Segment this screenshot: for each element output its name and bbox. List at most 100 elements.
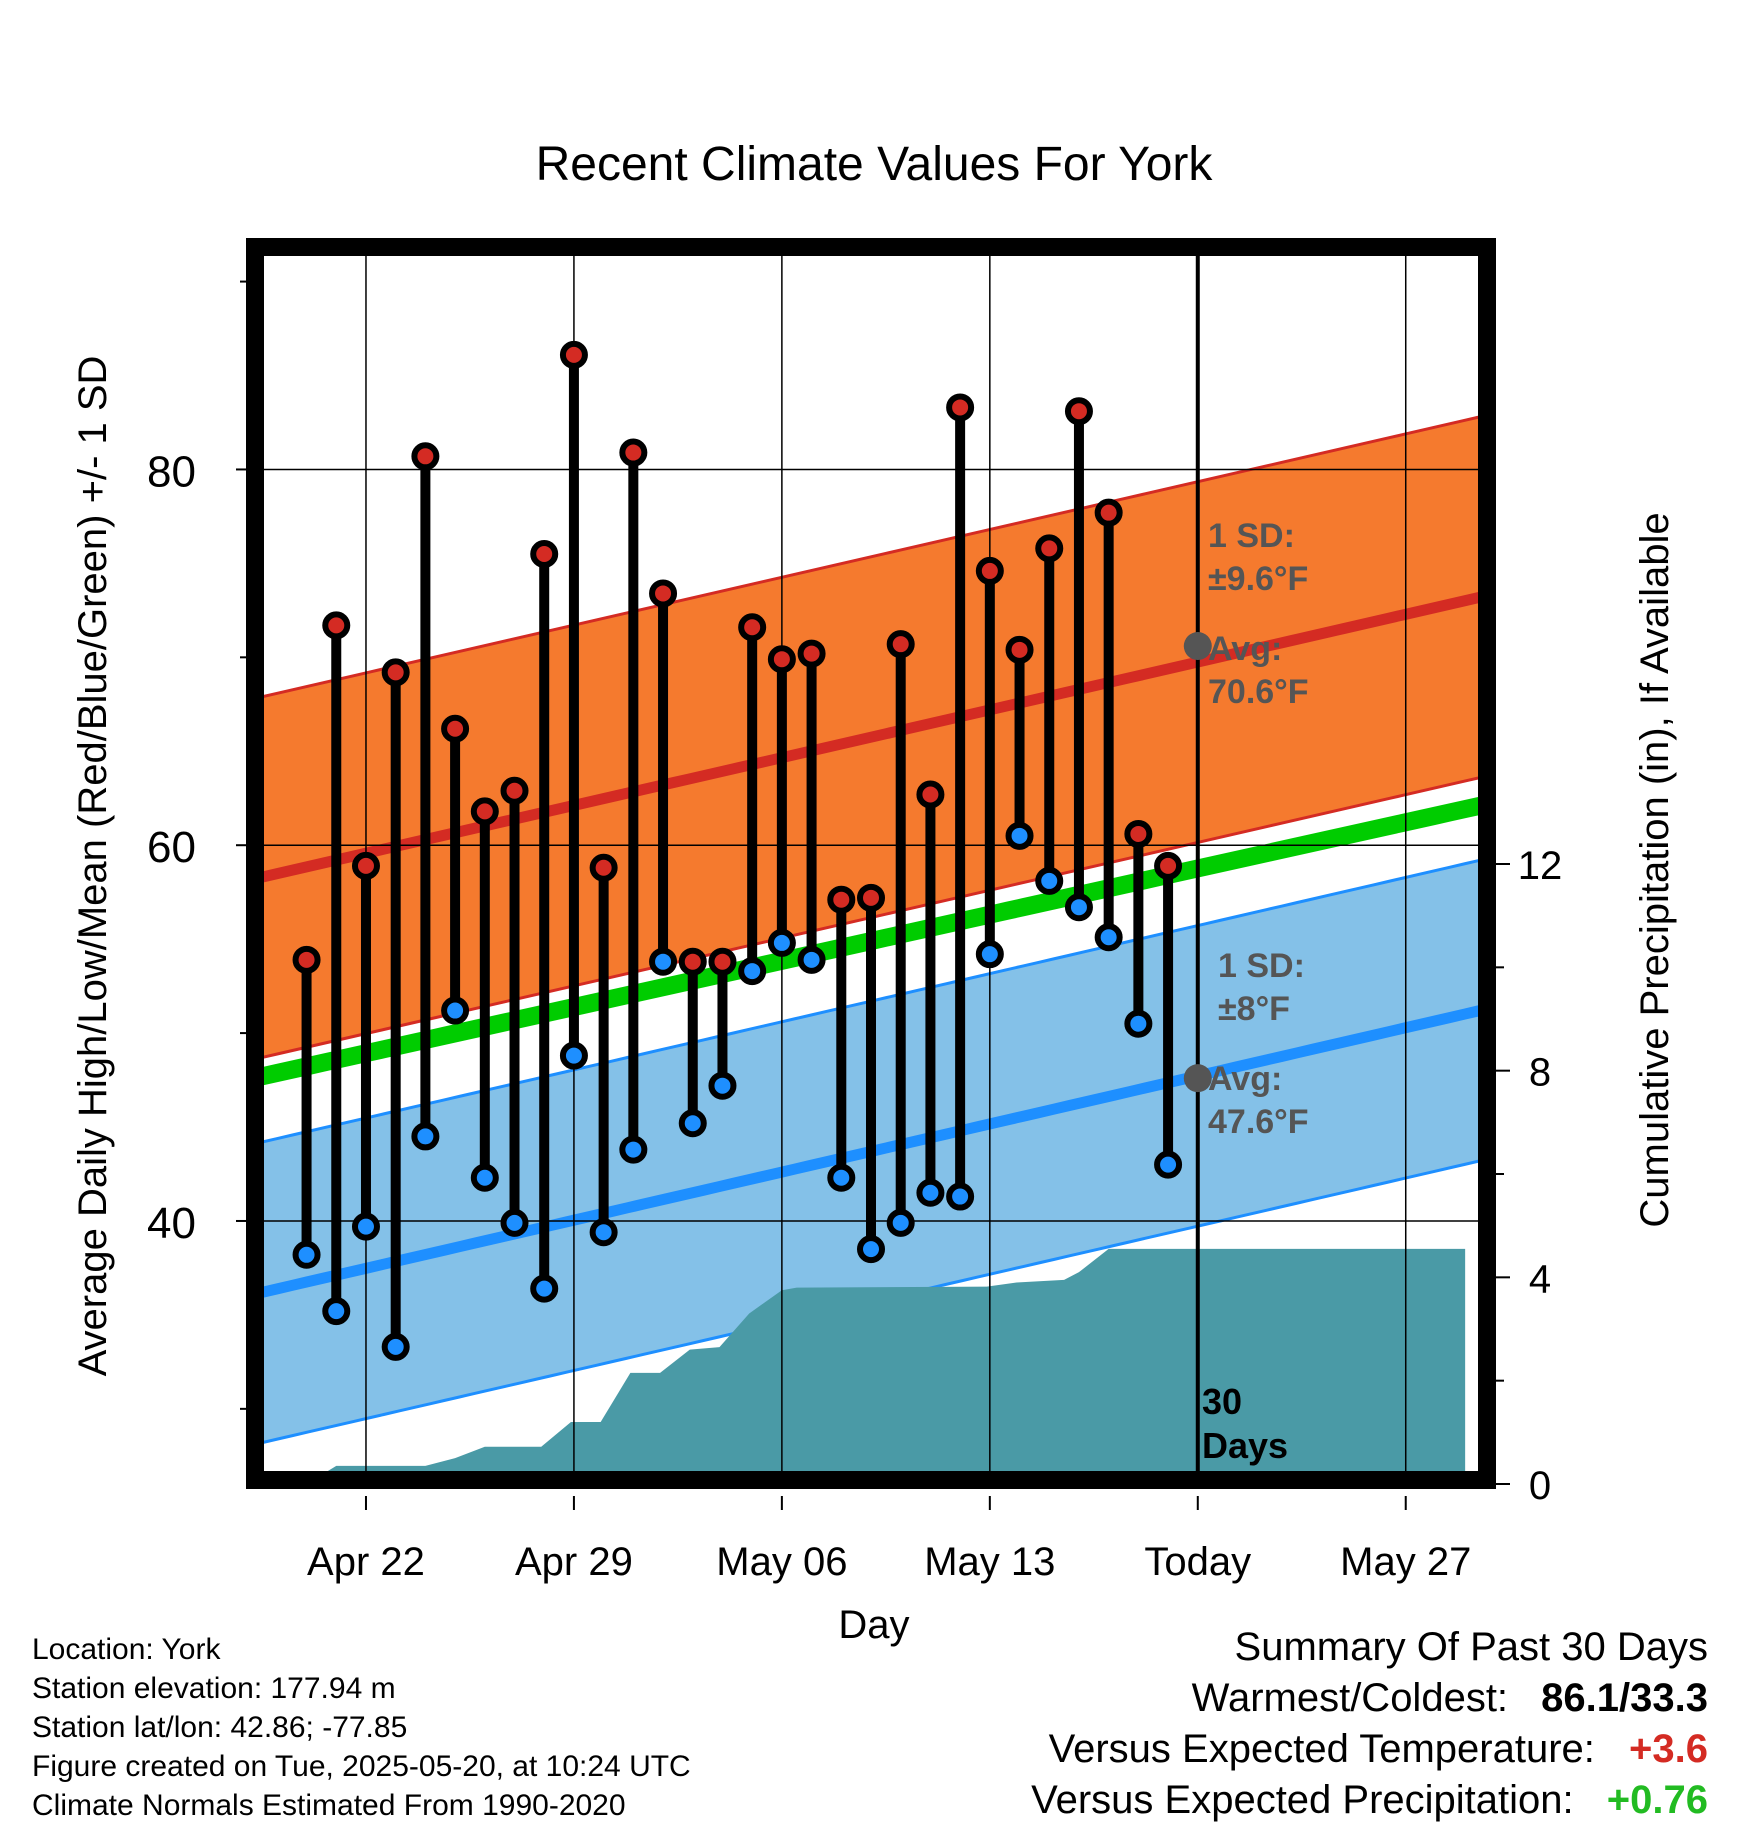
chart-title: Recent Climate Values For York: [536, 138, 1214, 191]
low-temp-point: [441, 996, 470, 1025]
y-tick-label: 40: [147, 1199, 196, 1248]
high-temp-point: [649, 579, 678, 608]
low-temp-point: [857, 1235, 885, 1264]
high-temp-point: [1005, 635, 1034, 664]
precip-label: Versus Expected Precipitation:: [1031, 1778, 1574, 1822]
location-text: Location: York: [32, 1633, 221, 1666]
low-temp-point: [351, 1212, 380, 1241]
high-temp-point: [589, 853, 618, 882]
high-temp-point: [827, 885, 856, 914]
x-axis-label: Day: [838, 1603, 909, 1647]
x-tick-label: Apr 29: [515, 1540, 633, 1584]
low-temp-point: [975, 940, 1004, 969]
low-temp-point: [916, 1178, 945, 1207]
plot-frame: [246, 238, 1496, 1489]
low-temp-point: [946, 1182, 975, 1211]
y2-tick-label: 0: [1529, 1464, 1551, 1508]
high-temp-point: [322, 611, 351, 640]
high-temp-point: [530, 540, 559, 568]
x-tick-label: Apr 22: [307, 1540, 425, 1584]
low-temp-point: [292, 1240, 321, 1269]
summary-warmest-row: Warmest/Coldest: 86.1/33.3: [1031, 1673, 1708, 1724]
latlon-text: Station lat/lon: 42.86; -77.85: [32, 1711, 408, 1744]
station-info: Location: York Station elevation: 177.94…: [32, 1630, 691, 1825]
high-temp-point: [886, 630, 915, 659]
low-temp-point: [1035, 866, 1064, 895]
high-temp-point: [381, 658, 410, 687]
summary-temp-row: Versus Expected Temperature: +3.6: [1031, 1724, 1708, 1775]
days-label-text: Days: [1202, 1425, 1288, 1466]
normals-text: Climate Normals Estimated From 1990-2020: [32, 1789, 626, 1822]
y2-tick-label: 12: [1518, 844, 1563, 888]
high-temp-point: [1064, 397, 1093, 426]
x-tick-label: May 13: [924, 1540, 1055, 1584]
low-temp-point: [470, 1163, 499, 1192]
high-temp-point: [292, 945, 321, 974]
low-temp-point: [678, 1109, 707, 1138]
high-temp-point: [1035, 534, 1064, 563]
precip-area: [306, 1248, 1466, 1484]
low-temp-point: [619, 1135, 648, 1164]
y-axis-label: Average Daily High/Low/Mean (Red/Blue/Gr…: [71, 356, 115, 1377]
high-temp-point: [559, 340, 588, 369]
y-tick-label: 80: [147, 447, 196, 496]
y2-tick-label: 8: [1529, 1051, 1551, 1095]
low-temp-point: [738, 957, 767, 986]
low-temp-point: [827, 1163, 856, 1192]
high-temp-point: [619, 438, 648, 467]
low-temp-point: [1124, 1009, 1153, 1038]
low-sd-title: 1 SD:: [1218, 947, 1305, 985]
low-temp-point: [322, 1297, 351, 1326]
low-temp-point: [1094, 923, 1123, 952]
high-avg-value: 70.6°F: [1208, 673, 1309, 711]
high-temp-point: [1094, 498, 1123, 527]
high-temp-point: [738, 613, 767, 642]
low-temp-point: [1005, 821, 1034, 850]
elevation-text: Station elevation: 177.94 m: [32, 1672, 396, 1705]
y-tick-label: 60: [147, 823, 196, 872]
precip-value: +0.76: [1606, 1778, 1708, 1822]
low-temp-point: [767, 928, 796, 957]
high-temp-point: [708, 947, 737, 976]
y2-axis-label: Cumulative Precipitation (in), If Availa…: [1633, 512, 1677, 1227]
warmest-label: Warmest/Coldest:: [1191, 1676, 1509, 1720]
x-tick-label: May 06: [716, 1540, 847, 1584]
temp-label: Versus Expected Temperature:: [1048, 1727, 1595, 1771]
low-temp-point: [411, 1122, 440, 1151]
low-avg-value: 47.6°F: [1208, 1103, 1309, 1141]
low-temp-point: [649, 947, 678, 976]
high-temp-point: [1124, 819, 1153, 848]
low-temp-point: [797, 945, 826, 974]
low-temp-point: [381, 1332, 410, 1361]
low-temp-point: [708, 1071, 737, 1100]
high-sd-title: 1 SD:: [1208, 517, 1295, 555]
high-temp-point: [500, 776, 529, 805]
high-avg-marker: [1183, 632, 1212, 661]
high-temp-point: [797, 639, 826, 668]
normal-high-line: [262, 591, 1480, 883]
high-temp-point: [975, 556, 1004, 585]
high-temp-point: [441, 714, 470, 743]
days-label-number: 30: [1202, 1381, 1242, 1422]
temp-value: +3.6: [1629, 1727, 1708, 1771]
low-temp-point: [589, 1218, 618, 1247]
high-temp-point: [470, 797, 499, 826]
high-temp-point: [916, 780, 945, 809]
high-temp-point: [946, 393, 975, 422]
high-temp-point: [411, 442, 440, 471]
low-avg-marker: [1183, 1064, 1212, 1093]
created-text: Figure created on Tue, 2025-05-20, at 10…: [32, 1750, 691, 1783]
x-tick-label: Today: [1144, 1540, 1251, 1584]
low-temp-point: [1154, 1150, 1183, 1179]
high-temp-point: [351, 851, 380, 880]
low-temp-point: [530, 1274, 559, 1303]
summary-precip-row: Versus Expected Precipitation: +0.76: [1031, 1775, 1708, 1826]
y2-tick-label: 4: [1529, 1257, 1551, 1301]
summary-title: Summary Of Past 30 Days: [1234, 1625, 1708, 1669]
high-temp-point: [767, 645, 796, 674]
low-avg-title: Avg:: [1208, 1060, 1282, 1098]
high-temp-point: [857, 883, 885, 912]
low-temp-point: [500, 1208, 529, 1237]
low-temp-point: [886, 1208, 915, 1237]
